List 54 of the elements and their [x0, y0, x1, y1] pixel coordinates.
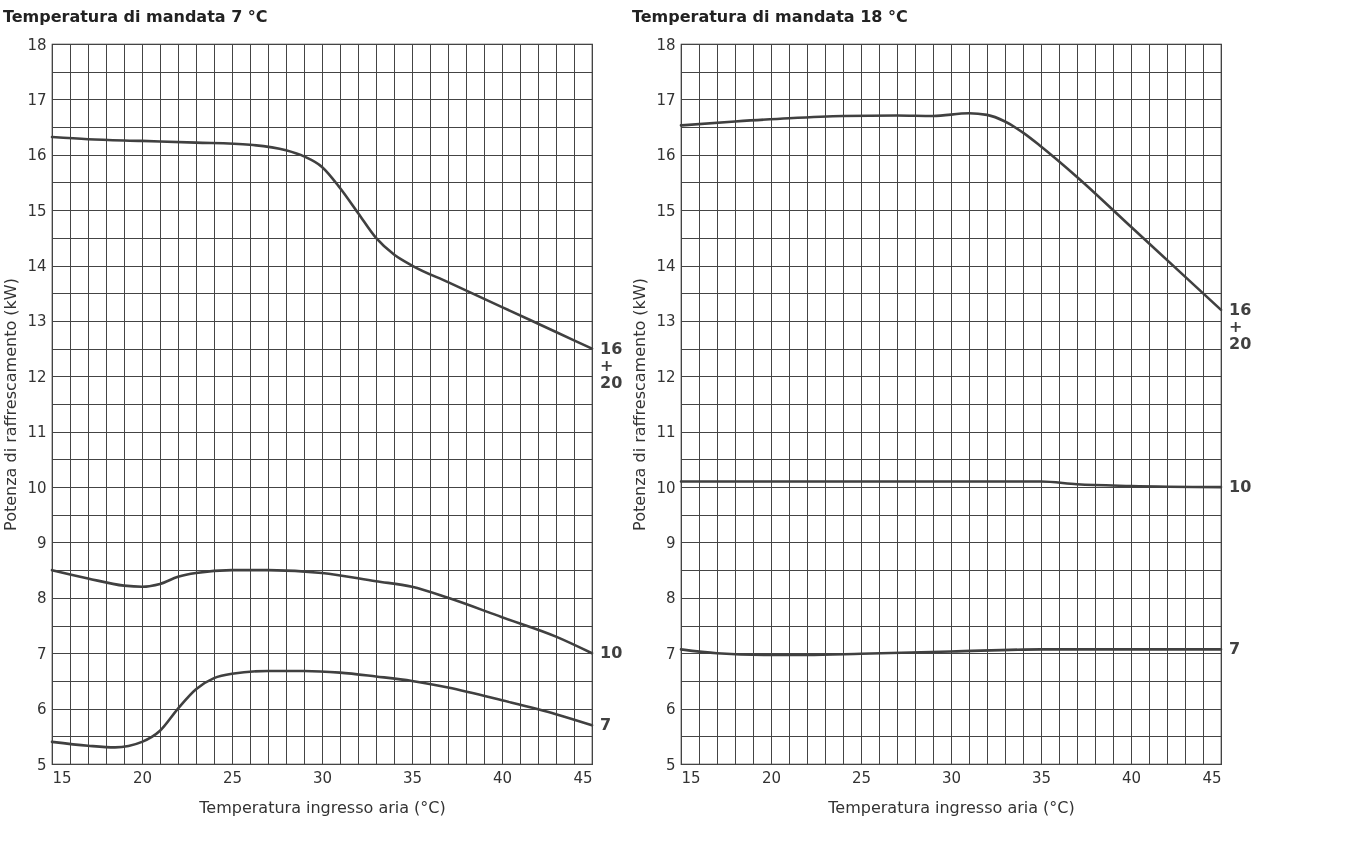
series-label: 10 [600, 643, 623, 663]
y-tick-label: 8 [36, 589, 47, 608]
series-label: 7 [1229, 639, 1241, 659]
x-tick-label: 15 [52, 768, 72, 787]
x-axis-title: Temperatura ingresso aria (°C) [198, 797, 446, 817]
x-tick-label: 25 [222, 768, 243, 787]
x-tick-label: 30 [312, 768, 333, 787]
y-tick-label: 9 [36, 533, 47, 552]
x-tick-label: 40 [492, 768, 513, 787]
y-tick-label: 5 [665, 755, 676, 774]
y-tick-label: 18 [27, 35, 47, 54]
y-tick-label: 6 [36, 700, 47, 719]
y-tick-label: 17 [27, 90, 47, 109]
chart-title: Temperatura di mandata 18 °C [631, 7, 908, 26]
y-tick-label: 9 [665, 533, 676, 552]
y-tick-label: 16 [656, 146, 676, 165]
y-tick-label: 11 [27, 423, 47, 442]
y-tick-label: 10 [656, 478, 676, 497]
x-tick-label: 45 [573, 768, 593, 787]
x-tick-label: 25 [851, 768, 872, 787]
y-tick-label: 17 [656, 90, 676, 109]
series-label: 7 [600, 715, 612, 735]
y-tick-label: 14 [656, 257, 676, 276]
x-tick-label: 15 [681, 768, 701, 787]
y-tick-label: 15 [656, 201, 676, 220]
x-axis-title: Temperatura ingresso aria (°C) [827, 797, 1075, 817]
y-tick-label: 12 [656, 367, 676, 386]
x-tick-label: 35 [402, 768, 423, 787]
y-tick-label: 18 [656, 35, 676, 54]
y-tick-label: 12 [27, 367, 47, 386]
x-tick-label: 20 [132, 768, 153, 787]
y-tick-label: 10 [27, 478, 47, 497]
y-tick-label: 6 [665, 700, 676, 719]
y-tick-label: 14 [27, 257, 47, 276]
y-tick-label: 13 [656, 312, 676, 331]
y-tick-label: 11 [656, 423, 676, 442]
chart-title: Temperatura di mandata 7 °C [2, 7, 268, 26]
y-tick-label: 16 [27, 146, 47, 165]
y-tick-label: 8 [665, 589, 676, 608]
y-tick-label: 5 [36, 755, 47, 774]
y-tick-label: 7 [36, 644, 47, 663]
y-axis-title: Potenza di raffrescamento (kW) [1, 278, 21, 531]
series-label: 16 + 20 [600, 338, 623, 392]
series-label: 10 [1229, 477, 1252, 497]
x-tick-label: 20 [761, 768, 782, 787]
x-tick-label: 30 [941, 768, 962, 787]
y-axis-title: Potenza di raffrescamento (kW) [630, 278, 650, 531]
x-tick-label: 45 [1202, 768, 1222, 787]
x-tick-label: 35 [1031, 768, 1052, 787]
y-tick-label: 15 [27, 201, 47, 220]
x-tick-label: 40 [1121, 768, 1142, 787]
series-label: 16 + 20 [1229, 299, 1252, 353]
y-tick-label: 13 [27, 312, 47, 331]
y-tick-label: 7 [665, 644, 676, 663]
